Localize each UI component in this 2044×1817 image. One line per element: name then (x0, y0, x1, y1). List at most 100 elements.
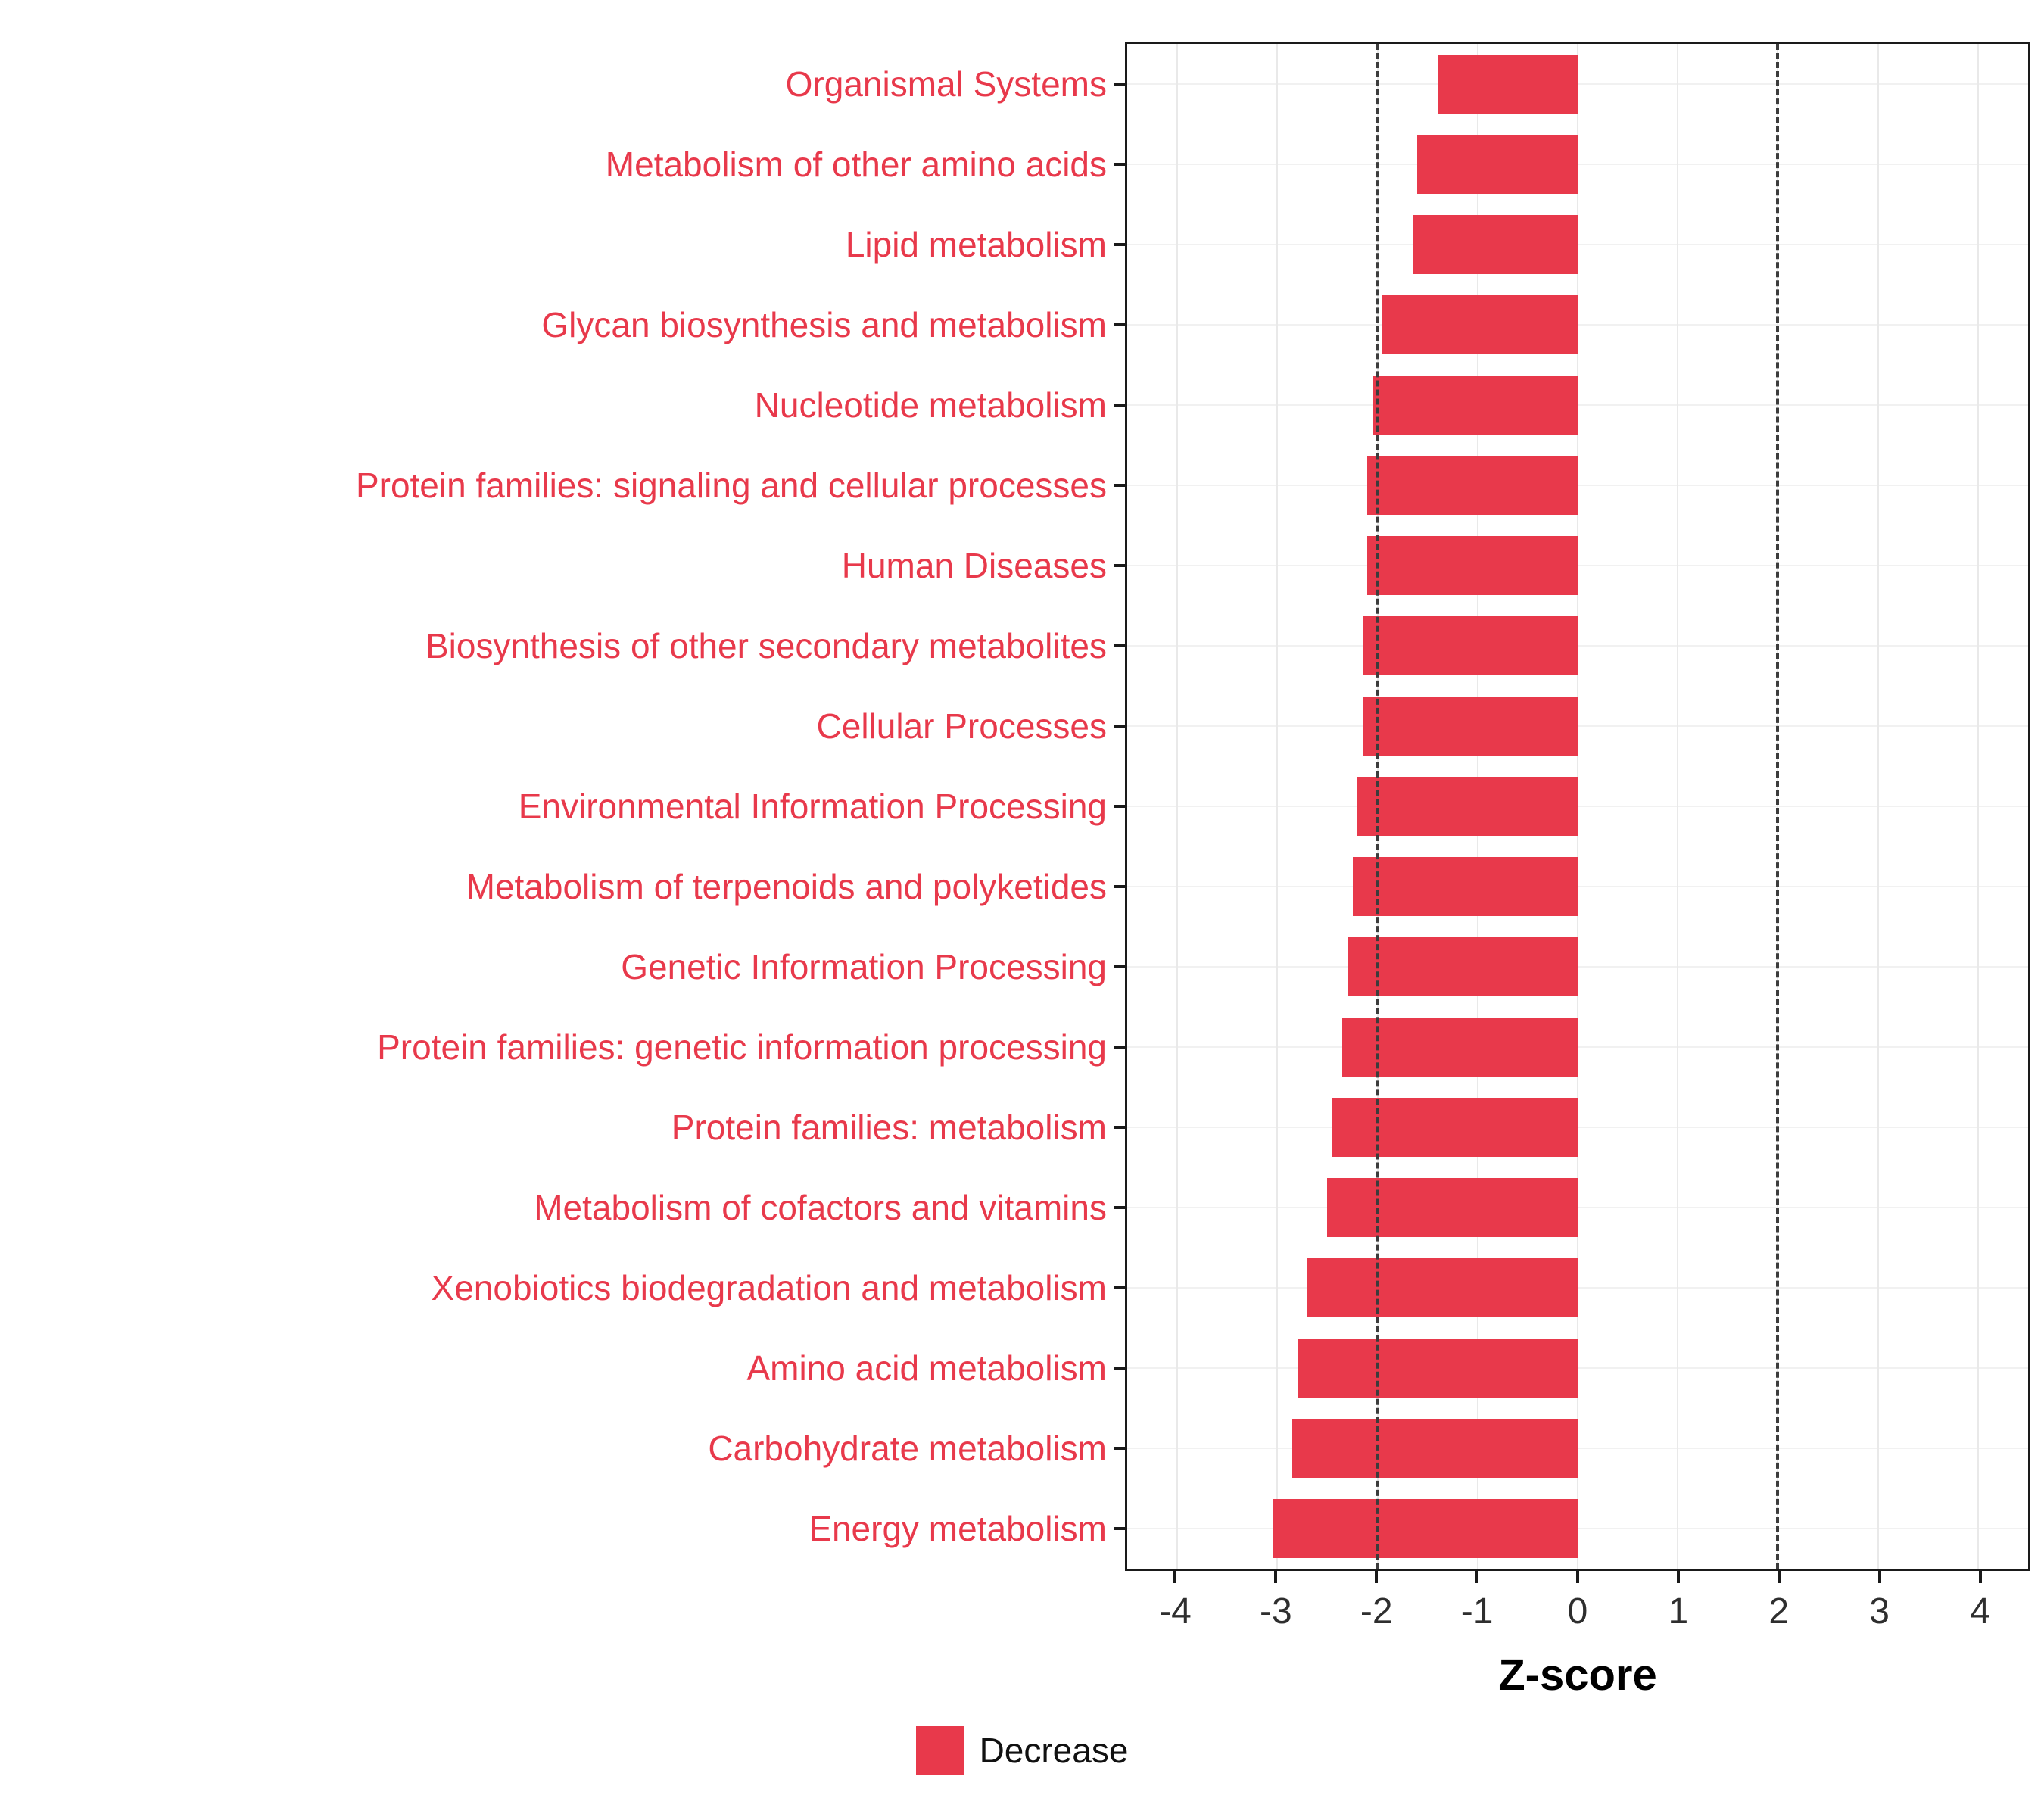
y-axis-label: Biosynthesis of other secondary metaboli… (425, 625, 1107, 665)
bar (1367, 536, 1578, 595)
bar (1367, 456, 1578, 515)
y-axis-label: Energy metabolism (809, 1508, 1107, 1548)
y-tick-mark (1114, 1206, 1125, 1209)
x-tick-mark (1576, 1571, 1579, 1583)
x-tick-label: 2 (1768, 1591, 1790, 1632)
gridline-vertical (1176, 44, 1179, 1569)
y-axis-label-row: Metabolism of other amino acids (0, 124, 1125, 204)
gridline-vertical (1276, 44, 1279, 1569)
legend: Decrease (0, 1726, 2044, 1775)
y-tick-mark (1114, 564, 1125, 567)
reference-line-dashed (1376, 44, 1379, 1569)
y-tick-mark (1114, 484, 1125, 487)
y-tick-mark (1114, 644, 1125, 647)
y-tick-mark (1114, 323, 1125, 326)
bar (1307, 1258, 1578, 1317)
y-axis-label: Lipid metabolism (845, 224, 1107, 264)
bar (1362, 697, 1578, 756)
y-tick-mark (1114, 404, 1125, 407)
y-axis-label: Xenobiotics biodegradation and metabolis… (431, 1267, 1107, 1307)
bar (1342, 1018, 1578, 1077)
y-axis-label-row: Environmental Information Processing (0, 766, 1125, 846)
y-axis-label-row: Metabolism of cofactors and vitamins (0, 1167, 1125, 1248)
y-axis-label-row: Cellular Processes (0, 686, 1125, 766)
gridline-vertical (1977, 44, 1979, 1569)
y-axis-label: Genetic Information Processing (621, 946, 1107, 986)
y-axis-label-row: Protein families: genetic information pr… (0, 1007, 1125, 1087)
y-tick-mark (1114, 885, 1125, 888)
gridline-vertical (1577, 44, 1578, 1569)
y-axis-label-row: Protein families: signaling and cellular… (0, 445, 1125, 525)
bar (1327, 1178, 1578, 1237)
y-tick-mark (1114, 1046, 1125, 1049)
x-tick-label: 0 (1567, 1591, 1588, 1632)
y-axis-label-row: Biosynthesis of other secondary metaboli… (0, 606, 1125, 686)
bar (1347, 937, 1578, 996)
x-tick-mark (1274, 1571, 1278, 1583)
bar (1332, 1098, 1578, 1157)
reference-line-dashed (1776, 44, 1780, 1569)
y-tick-mark (1114, 1126, 1125, 1129)
y-tick-mark (1114, 163, 1125, 166)
legend-swatch-decrease (915, 1726, 964, 1775)
y-axis-label-row: Energy metabolism (0, 1488, 1125, 1569)
bar (1382, 295, 1578, 354)
y-axis-label: Protein families: genetic information pr… (377, 1027, 1107, 1067)
y-axis-label: Cellular Processes (816, 706, 1107, 746)
x-tick-mark (1877, 1571, 1881, 1583)
y-axis-label: Metabolism of other amino acids (605, 144, 1107, 184)
plot-panel (1125, 42, 2030, 1571)
y-axis-label-row: Glycan biosynthesis and metabolism (0, 285, 1125, 365)
y-axis-label: Amino acid metabolism (746, 1348, 1107, 1388)
bar (1362, 616, 1578, 675)
bar (1352, 857, 1578, 916)
y-axis-labels: Organismal Systems Metabolism of other am… (0, 42, 1125, 1700)
x-tick-mark (1978, 1571, 1982, 1583)
y-axis-label-row: Organismal Systems (0, 44, 1125, 124)
x-tick-mark (1375, 1571, 1379, 1583)
legend-label-decrease: Decrease (979, 1731, 1129, 1770)
x-tick-label: 4 (1970, 1591, 1990, 1632)
y-tick-mark (1114, 243, 1125, 246)
y-axis-label-row: Lipid metabolism (0, 204, 1125, 285)
y-tick-mark (1114, 725, 1125, 728)
bar (1272, 1499, 1578, 1558)
bar (1417, 135, 1578, 194)
y-axis-label-row: Xenobiotics biodegradation and metabolis… (0, 1248, 1125, 1328)
y-axis-label: Carbohydrate metabolism (708, 1428, 1107, 1468)
x-tick-mark (1676, 1571, 1680, 1583)
gridline-vertical (1677, 44, 1679, 1569)
y-axis-label-row: Metabolism of terpenoids and polyketides (0, 846, 1125, 927)
x-tick-label: -3 (1259, 1591, 1292, 1632)
y-tick-mark (1114, 1286, 1125, 1289)
chart-area: Organismal Systems Metabolism of other am… (0, 42, 2030, 1700)
bar (1412, 215, 1578, 274)
x-tick-mark (1173, 1571, 1177, 1583)
x-tick-label: 3 (1869, 1591, 1890, 1632)
x-tick-mark (1475, 1571, 1479, 1583)
x-tick-label: -4 (1159, 1591, 1192, 1632)
x-axis: -4 -3 -2 -1 0 1 2 3 4 (1125, 1571, 2030, 1647)
y-axis-label: Metabolism of cofactors and vitamins (534, 1187, 1107, 1227)
y-axis-label-row: Human Diseases (0, 525, 1125, 606)
y-axis-label: Protein families: signaling and cellular… (355, 465, 1107, 505)
y-axis-label-row: Nucleotide metabolism (0, 365, 1125, 445)
y-axis-label: Human Diseases (841, 545, 1107, 585)
y-axis-label-row: Protein families: metabolism (0, 1087, 1125, 1167)
bar (1437, 55, 1578, 114)
panel-column: -4 -3 -2 -1 0 1 2 3 4 Z-score (1125, 42, 2030, 1700)
bar (1292, 1419, 1578, 1478)
x-tick-label: -1 (1460, 1591, 1494, 1632)
y-axis-label-row: Carbohydrate metabolism (0, 1408, 1125, 1488)
y-axis-label: Protein families: metabolism (671, 1107, 1107, 1147)
y-tick-mark (1114, 1367, 1125, 1370)
bar (1357, 777, 1578, 836)
y-axis-label: Glycan biosynthesis and metabolism (541, 304, 1107, 344)
y-tick-mark (1114, 1527, 1125, 1530)
x-axis-title: Z-score (1498, 1650, 1657, 1700)
y-tick-mark (1114, 805, 1125, 808)
y-tick-mark (1114, 965, 1125, 968)
y-axis-label: Nucleotide metabolism (754, 385, 1107, 425)
y-axis-label: Metabolism of terpenoids and polyketides (466, 866, 1107, 906)
